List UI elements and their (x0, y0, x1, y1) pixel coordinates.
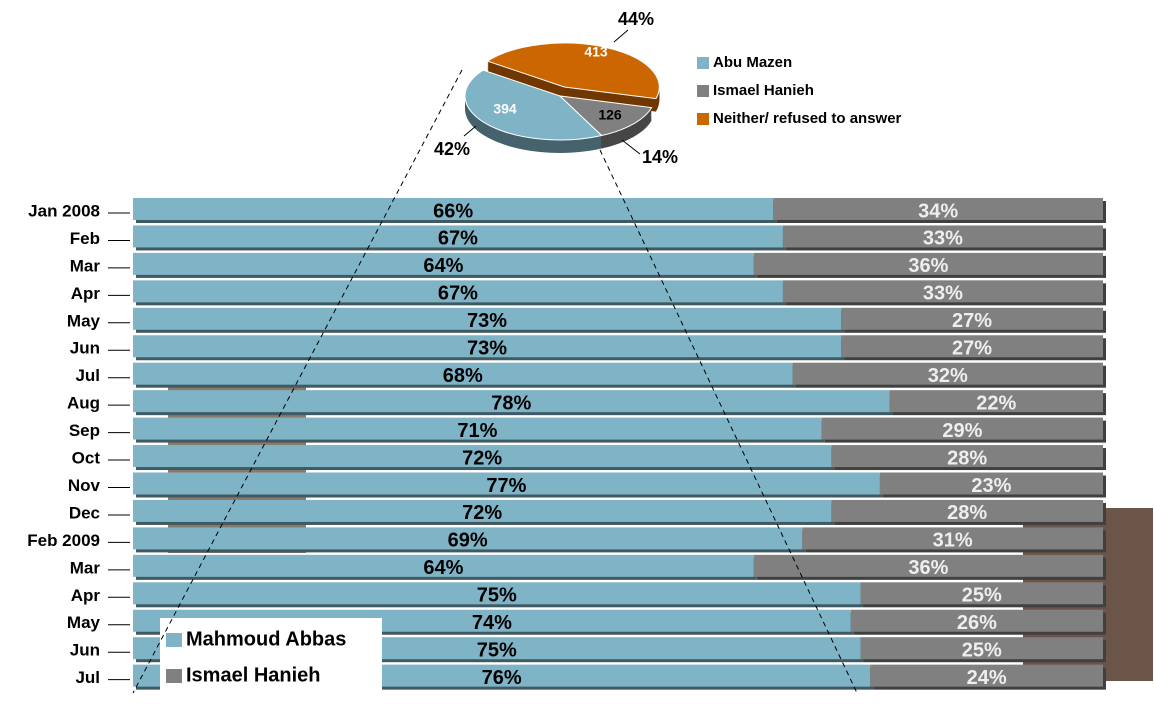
y-tick-label: Mar (70, 256, 101, 275)
y-tick-label: Nov (68, 476, 101, 495)
y-tick-label: May (67, 613, 101, 632)
y-tick-label: Oct (72, 449, 101, 468)
y-tick-label: Jun (70, 641, 100, 660)
bar-value-label: 78% (491, 392, 531, 414)
bar-value-label: 25% (962, 639, 1002, 661)
y-tick-label: Apr (71, 586, 101, 605)
bar-value-label: 74% (472, 612, 512, 634)
bar-value-label: 27% (952, 310, 992, 332)
bar-value-label: 29% (942, 420, 982, 442)
legend-swatch (697, 57, 709, 69)
bar-value-label: 31% (933, 530, 973, 552)
legend-swatch (697, 113, 709, 125)
pie-share-label: 14% (642, 147, 678, 167)
y-tick-label: Mar (70, 558, 101, 577)
y-tick-label: Jun (70, 339, 100, 358)
y-tick-label: Jul (75, 366, 100, 385)
bar-value-label: 25% (962, 585, 1002, 607)
legend-swatch (166, 633, 182, 647)
y-tick-label: Aug (67, 394, 100, 413)
legend-label: Ismael Hanieh (186, 664, 321, 686)
bar-value-label: 72% (462, 447, 502, 469)
pie-value-label: 413 (584, 44, 608, 60)
bar-value-label: 73% (467, 310, 507, 332)
bar-value-label: 26% (957, 612, 997, 634)
pie-leader-line (614, 30, 628, 42)
bar-value-label: 66% (433, 200, 473, 222)
y-tick-label: Jan 2008 (28, 201, 100, 220)
bar-value-label: 34% (918, 200, 958, 222)
bar-value-label: 24% (967, 667, 1007, 689)
bar-value-label: 76% (482, 667, 522, 689)
bar-value-label: 75% (477, 585, 517, 607)
y-tick-label: Dec (69, 503, 100, 522)
pie-area: 394 126 413 42% 14% 44% Abu Mazen Ismael Hanieh… (434, 9, 902, 167)
bar-value-label: 64% (423, 255, 463, 277)
legend-label: Ismael Hanieh (713, 82, 814, 99)
y-tick-label: May (67, 311, 101, 330)
pie-value-label: 126 (598, 107, 622, 123)
bar-value-label: 28% (947, 502, 987, 524)
chart: Jan 2008 66% 34% Feb 67% 33% Mar 64% 36% Apr 67% 33… (0, 0, 1154, 723)
pie-share-label: 42% (434, 139, 470, 159)
bar-value-label: 27% (952, 338, 992, 360)
pie-leader-line (464, 126, 476, 136)
bar-value-label: 77% (486, 475, 526, 497)
bar-value-label: 32% (928, 365, 968, 387)
y-tick-label: Sep (69, 421, 100, 440)
bar-value-label: 33% (923, 283, 963, 305)
legend-swatch (697, 85, 709, 97)
bar-value-label: 36% (908, 255, 948, 277)
bar-value-label: 28% (947, 447, 987, 469)
bar-value-label: 71% (457, 420, 497, 442)
pie-share-label: 44% (618, 9, 654, 29)
bar-value-label: 36% (908, 557, 948, 579)
legend-label: Mahmoud Abbas (186, 628, 346, 650)
bar-value-label: 33% (923, 228, 963, 250)
pie-value-label: 394 (493, 101, 517, 117)
legend-label: Abu Mazen (713, 54, 792, 71)
y-tick-label: Feb (70, 229, 100, 248)
pie-leader-line (622, 140, 640, 154)
bar-value-label: 22% (976, 392, 1016, 414)
bar-value-label: 23% (971, 475, 1011, 497)
bar-value-label: 75% (477, 639, 517, 661)
bar-value-label: 73% (467, 338, 507, 360)
bar-value-label: 72% (462, 502, 502, 524)
bar-value-label: 68% (443, 365, 483, 387)
bar-value-label: 64% (423, 557, 463, 579)
y-tick-label: Apr (71, 284, 101, 303)
legend-label: Neither/ refused to answer (713, 110, 902, 127)
y-tick-label: Jul (75, 668, 100, 687)
y-tick-label: Feb 2009 (27, 531, 100, 550)
legend-swatch (166, 669, 182, 683)
bar-value-label: 69% (448, 530, 488, 552)
bar-value-label: 67% (438, 228, 478, 250)
bar-value-label: 67% (438, 283, 478, 305)
